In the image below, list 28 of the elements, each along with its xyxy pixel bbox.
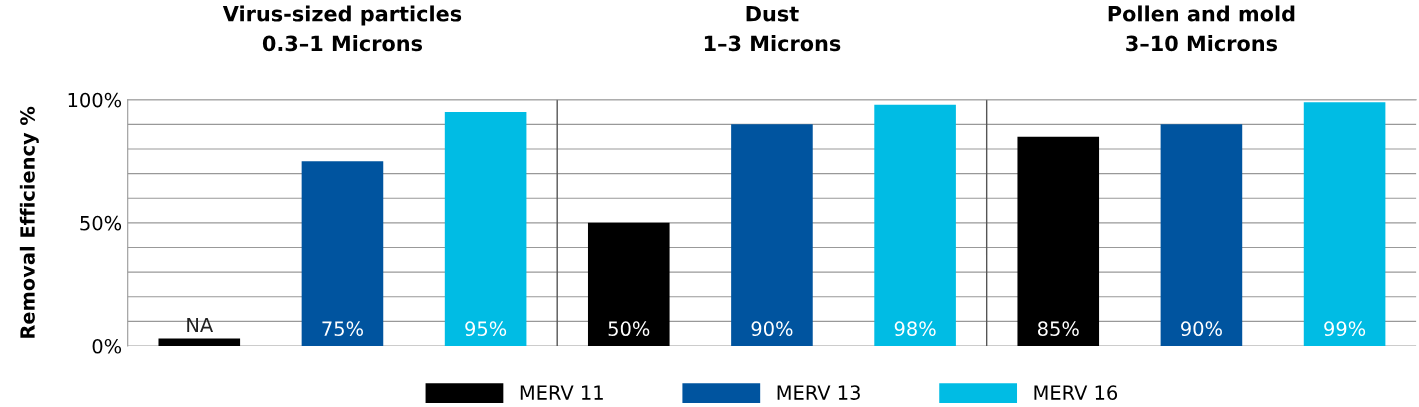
bar xyxy=(874,104,956,346)
data-label: 50% xyxy=(608,321,650,337)
y-tick-label: 0% xyxy=(92,338,122,354)
x-tick-label: Dust 1–3 Microns xyxy=(704,6,841,52)
bar xyxy=(444,112,527,346)
bar xyxy=(158,338,241,346)
data-label: 90% xyxy=(751,321,793,337)
data-label: 99% xyxy=(1324,321,1366,337)
y-tick-label: 50% xyxy=(80,215,122,231)
bar xyxy=(587,222,670,346)
data-label: 95% xyxy=(465,321,507,337)
bar xyxy=(301,161,384,346)
data-label: 75% xyxy=(322,321,363,337)
bar xyxy=(731,124,813,346)
y-tick-label: 100% xyxy=(68,92,122,108)
y-axis-title: Removal Efficiency % xyxy=(19,106,39,338)
bar xyxy=(1017,136,1100,346)
bar xyxy=(1160,124,1243,346)
x-tick-label: Virus-sized particles 0.3–1 Microns xyxy=(222,5,462,52)
data-label: NA xyxy=(187,317,214,333)
legend-label: MERV 13 xyxy=(777,385,860,400)
x-tick-label: Pollen and mold 3–10 Microns xyxy=(1108,5,1295,52)
data-label: 85% xyxy=(1037,321,1079,337)
data-label: 98% xyxy=(894,321,936,337)
legend-label: MERV 11 xyxy=(520,385,603,400)
legend-label: MERV 16 xyxy=(1034,385,1118,400)
data-label: 90% xyxy=(1181,321,1222,337)
bar xyxy=(1303,102,1386,346)
